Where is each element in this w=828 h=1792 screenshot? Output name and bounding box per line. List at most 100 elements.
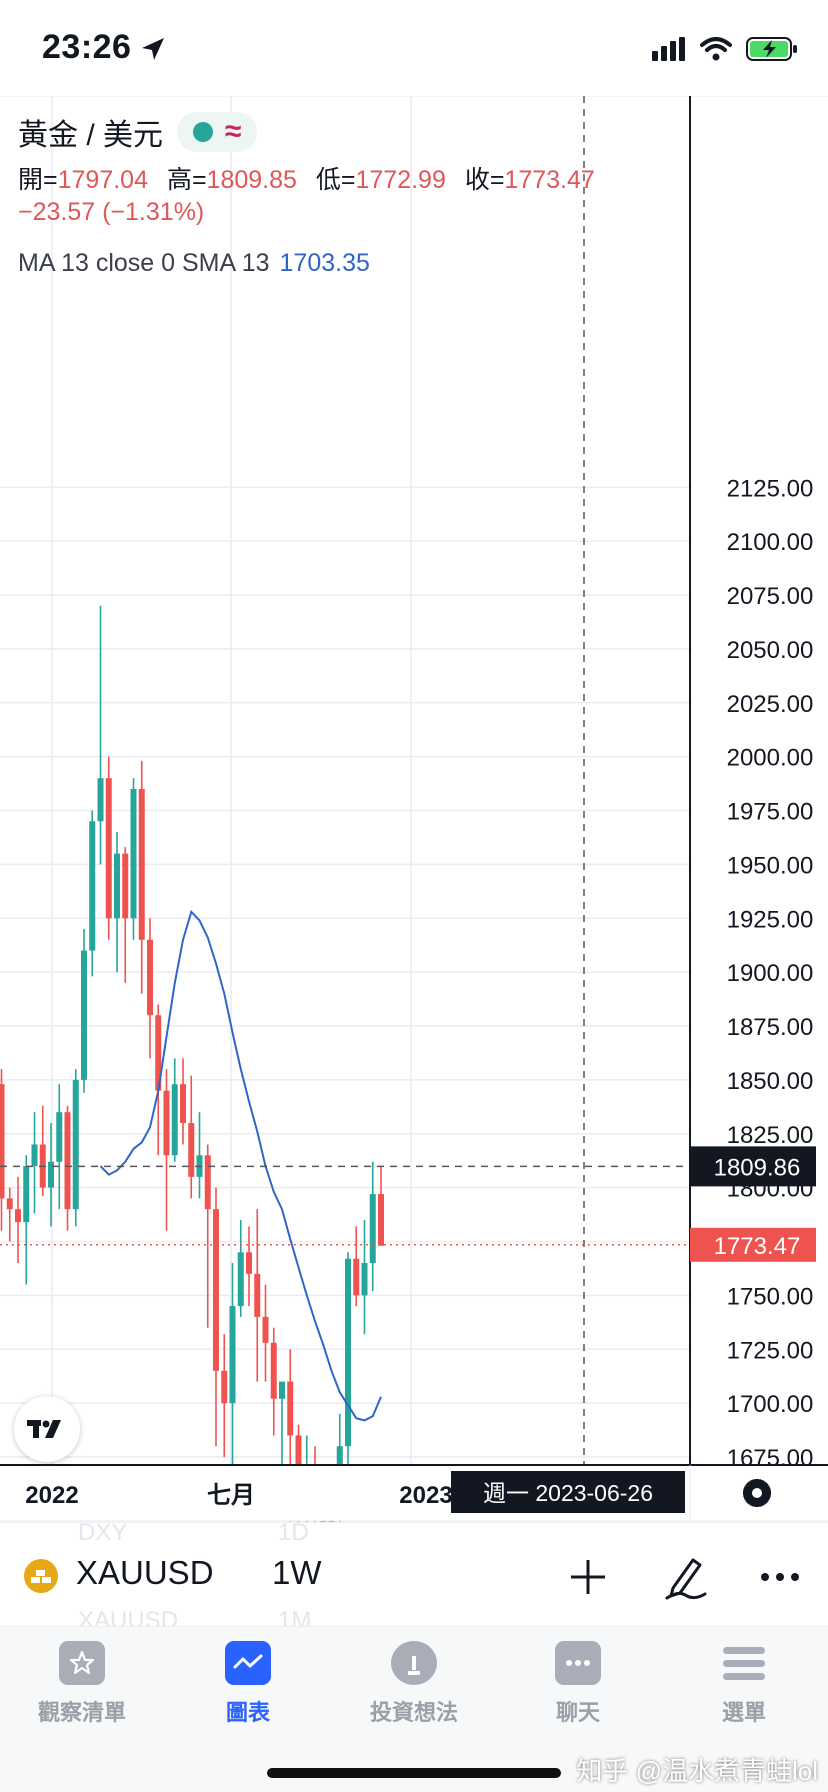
chart-line-icon: [225, 1641, 271, 1685]
price-tick-label: 2100.00: [727, 529, 814, 556]
candle-body: [369, 1194, 376, 1264]
add-button[interactable]: [560, 1549, 616, 1605]
battery-charging-icon: [746, 37, 797, 61]
candlestick-chart[interactable]: 2125.00 2100.00 2075.00 2050.00 2025.00 2000.…: [0, 96, 828, 1522]
candle-body: [361, 1263, 368, 1296]
candle-body: [130, 788, 137, 919]
price-tick-label: 1725.00: [727, 1337, 814, 1364]
price-tick-label: 1950.00: [727, 852, 814, 879]
pen-icon: [665, 1558, 707, 1600]
tab-ideas[interactable]: 投資想法: [344, 1641, 484, 1727]
chart-legend: 黃金 / 美元 ≈ 開=1797.04 高=1809.85 低=1772.99 …: [18, 110, 607, 278]
price-tick-label: 2050.00: [727, 637, 814, 664]
open-label: 開=: [18, 166, 58, 194]
tab-chat-label: 聊天: [555, 1700, 600, 1725]
last-price-label-bg: [690, 1227, 816, 1262]
wifi-icon: [700, 37, 732, 61]
tab-chart-label: 圖表: [225, 1700, 270, 1725]
price-tick-label: 1850.00: [727, 1068, 814, 1095]
tradingview-logo-icon: [27, 1420, 61, 1438]
candle-body: [138, 788, 145, 940]
candle-body: [122, 853, 129, 919]
candle-body: [287, 1381, 294, 1436]
home-indicator: [267, 1768, 561, 1778]
market-open-dot-icon: [193, 122, 214, 142]
candle-body: [64, 1112, 71, 1210]
candle-body: [262, 1316, 269, 1343]
ma-indicator-value: 1703.35: [279, 249, 370, 277]
candle-body: [221, 1370, 228, 1404]
ghost-interval-above: 1D: [278, 1519, 309, 1546]
candle-body: [279, 1381, 285, 1399]
crosshair-time-label-bg: [451, 1471, 685, 1513]
candle-body: [246, 1252, 252, 1274]
crosshair-time-label: 週一 2023-06-26: [483, 1480, 653, 1506]
candle-body: [147, 939, 153, 1016]
price-tick-label: 1825.00: [727, 1122, 814, 1149]
candle-body: [81, 950, 87, 1080]
tab-menu[interactable]: 選單: [674, 1641, 814, 1727]
ma-indicator-legend[interactable]: MA 13 close 0 SMA 13 1703.35: [18, 249, 607, 278]
ghost-symbol-above: DXY: [78, 1519, 128, 1546]
tab-chart[interactable]: 圖表: [178, 1641, 318, 1727]
candle-body: [270, 1342, 277, 1399]
status-time: 23:26: [42, 28, 132, 66]
candle-body: [180, 1084, 186, 1123]
tab-ideas-label: 投資想法: [369, 1700, 458, 1725]
tab-watchlist[interactable]: 觀察清單: [12, 1641, 152, 1727]
candle-body: [97, 778, 104, 822]
star-icon: [59, 1641, 105, 1685]
candle-body: [72, 1079, 79, 1210]
tradingview-logo[interactable]: [14, 1396, 80, 1462]
candle-body: [254, 1273, 261, 1317]
more-options-button[interactable]: [752, 1549, 808, 1605]
approx-icon: ≈: [225, 115, 242, 148]
close-value: 1773.47: [504, 166, 595, 194]
close-label: 收=: [464, 166, 505, 194]
price-tick-label: 1700.00: [727, 1391, 814, 1418]
tab-chat[interactable]: 聊天: [508, 1641, 648, 1727]
ma-indicator-label: MA 13 close 0 SMA 13: [18, 249, 270, 277]
high-label: 高=: [166, 166, 207, 194]
high-value: 1809.85: [206, 166, 297, 194]
settings-gear-icon[interactable]: [743, 1479, 771, 1507]
bottom-tab-bar: 觀察清單 圖表 投資想法 聊天 選單 知乎 @温水煮青蛙lol: [0, 1626, 828, 1792]
low-value: 1772.99: [355, 166, 446, 194]
candle-body: [48, 1161, 54, 1188]
last-price-label: 1773.47: [714, 1233, 801, 1260]
price-tick-label: 1875.00: [727, 1014, 814, 1041]
chart-area[interactable]: 2125.00 2100.00 2075.00 2050.00 2025.00 2000.…: [0, 96, 828, 1522]
price-change: −23.57 (−1.31%): [18, 198, 205, 226]
candle-body: [89, 821, 96, 951]
interval-selector[interactable]: 1W: [272, 1554, 322, 1591]
candle-body: [0, 1084, 5, 1199]
cellular-signal-icon: [652, 37, 685, 61]
market-status-pill[interactable]: ≈: [177, 112, 258, 152]
drawing-tools-button[interactable]: [658, 1549, 714, 1605]
price-tick-label: 1925.00: [727, 906, 814, 933]
symbol-selector[interactable]: XAUUSD: [76, 1554, 214, 1591]
candle-body: [204, 1155, 211, 1210]
crosshair-price-label-bg: [690, 1146, 816, 1187]
candle-body: [229, 1306, 236, 1404]
candle-body: [105, 778, 112, 919]
candle-body: [378, 1194, 384, 1246]
candle-body: [23, 1166, 30, 1223]
location-arrow-icon: [142, 38, 164, 60]
candle-body: [345, 1258, 351, 1447]
candle-body: [155, 1015, 162, 1091]
sma-line: [99, 909, 382, 1422]
candle-body: [188, 1122, 195, 1177]
price-tick-label: 2125.00: [727, 475, 814, 502]
lightbulb-icon: [391, 1641, 437, 1685]
candle-body: [353, 1258, 360, 1296]
low-label: 低=: [315, 166, 356, 194]
candle-body: [163, 1090, 170, 1156]
price-tick-label: 2000.00: [727, 745, 814, 772]
gold-bars-icon: [24, 1559, 58, 1593]
candle-body: [171, 1084, 178, 1156]
watermark: 知乎 @温水煮青蛙lol: [576, 1756, 818, 1786]
candle-body: [15, 1209, 21, 1223]
legend-symbol: 黃金 / 美元: [18, 119, 164, 152]
crosshair-price-label: 1809.86: [714, 1154, 801, 1181]
